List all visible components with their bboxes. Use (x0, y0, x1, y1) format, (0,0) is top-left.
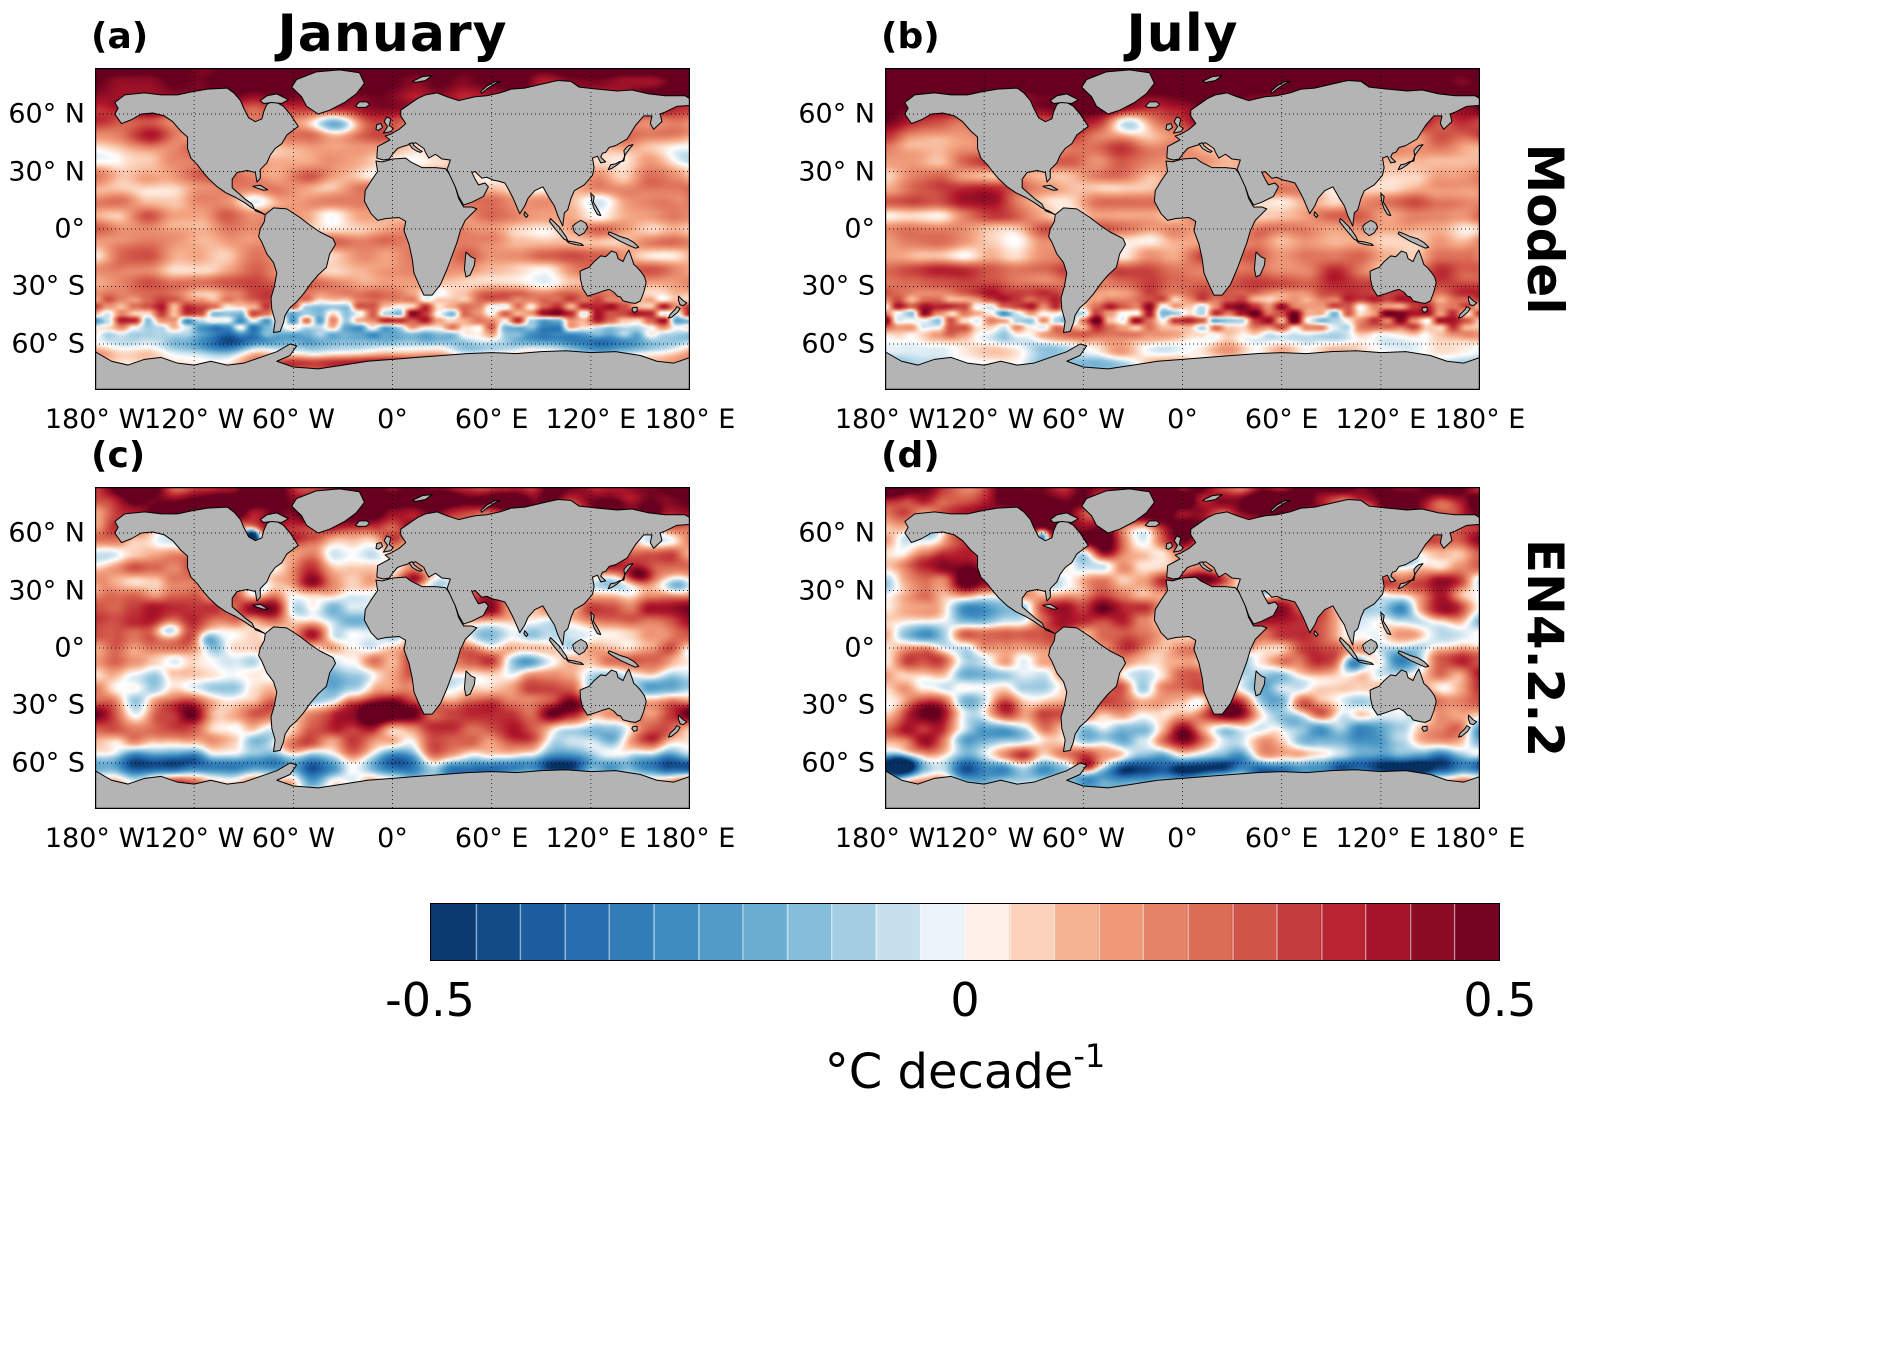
y-tick-label: 30° S (11, 270, 85, 302)
row-label-model: Model (1516, 143, 1574, 315)
world-map-overlay-d (885, 487, 1480, 809)
panel-letter-a: (a) (91, 16, 149, 57)
x-tick-label: 180° E (1434, 404, 1526, 435)
y-tick-label: 60° N (798, 517, 875, 549)
panel-letter-d: (d) (881, 435, 940, 476)
x-tick-label: 120° E (1335, 404, 1427, 435)
x-tick-label: 180° E (644, 404, 736, 435)
colorbar-unit-exponent: -1 (1073, 1037, 1106, 1075)
column-title-july: July (1126, 4, 1239, 64)
y-tick-label: 60° N (798, 98, 875, 130)
x-tick-label: 180° E (644, 823, 736, 854)
colorbar-tick-zero: 0 (950, 973, 980, 1027)
y-axis-b: 60° N 30° N 0° 30° S 60° S (755, 68, 885, 390)
y-tick-label: 30° N (798, 575, 875, 606)
colorbar-ticks: -0.5 0 0.5 (385, 973, 1536, 1033)
column-title-january: January (277, 4, 508, 64)
y-tick-label: 30° N (798, 156, 875, 187)
x-tick-label: 60° E (454, 823, 529, 854)
panel-letter-c: (c) (91, 435, 146, 476)
y-tick-label: 60° S (801, 328, 875, 360)
x-tick-label: 180° W (44, 823, 146, 854)
x-axis-b: 180° W 120° W 60° W 0° 60° E 120° E 180° E (835, 390, 1526, 442)
y-tick-label: 60° S (11, 328, 85, 360)
x-tick-label: 120° W (933, 823, 1035, 854)
colorbar-unit-label: °C decade-1 (824, 1037, 1105, 1100)
x-tick-label: 60° E (454, 404, 529, 435)
x-axis-c: 180° W 120° W 60° W 0° 60° E 120° E 180° E (45, 809, 736, 861)
y-tick-label: 30° S (801, 689, 875, 721)
world-map-overlay-c (95, 487, 690, 809)
y-tick-label: 60° N (8, 517, 85, 549)
colorbar-tick-min: -0.5 (385, 973, 475, 1027)
x-axis-d: 180° W 120° W 60° W 0° 60° E 120° E 180° E (835, 809, 1526, 861)
y-tick-label: 30° N (8, 156, 85, 187)
x-tick-label: 180° W (834, 404, 936, 435)
x-tick-label: 0° (1167, 823, 1198, 854)
y-tick-label: 30° S (801, 270, 875, 302)
y-tick-label: 0° (844, 632, 875, 664)
y-tick-label: 60° N (8, 98, 85, 130)
x-tick-label: 180° E (1434, 823, 1526, 854)
y-axis-a: 60° N 30° N 0° 30° S 60° S (0, 68, 95, 390)
row-label-en4: EN4.2.2 (1516, 538, 1574, 758)
y-tick-label: 30° S (11, 689, 85, 721)
x-tick-label: 60° W (1041, 823, 1125, 854)
x-tick-label: 180° W (834, 823, 936, 854)
y-tick-label: 60° S (11, 747, 85, 779)
x-tick-label: 120° W (143, 823, 245, 854)
x-tick-label: 120° W (933, 404, 1035, 435)
y-tick-label: 0° (54, 213, 85, 245)
x-tick-label: 120° E (545, 823, 637, 854)
x-tick-label: 120° W (143, 404, 245, 435)
y-tick-label: 0° (54, 632, 85, 664)
x-tick-label: 60° W (251, 823, 335, 854)
x-tick-label: 120° E (545, 404, 637, 435)
x-axis-a: 180° W 120° W 60° W 0° 60° E 120° E 180° E (45, 390, 736, 442)
x-tick-label: 0° (1167, 404, 1198, 435)
y-axis-d: 60° N 30° N 0° 30° S 60° S (755, 487, 885, 809)
y-tick-label: 60° S (801, 747, 875, 779)
panel-letter-b: (b) (881, 16, 940, 57)
x-tick-label: 0° (377, 823, 408, 854)
x-tick-label: 60° W (251, 404, 335, 435)
world-map-overlay-a (95, 68, 690, 390)
colorbar-tick-max: 0.5 (1463, 973, 1537, 1027)
x-tick-label: 60° W (1041, 404, 1125, 435)
y-axis-c: 60° N 30° N 0° 30° S 60° S (0, 487, 95, 809)
world-map-overlay-b (885, 68, 1480, 390)
colorbar: -0.5 0 0.5 °C decade-1 (385, 903, 1537, 1143)
x-tick-label: 120° E (1335, 823, 1427, 854)
y-tick-label: 0° (844, 213, 875, 245)
x-tick-label: 60° E (1244, 823, 1319, 854)
colorbar-unit-base: °C decade (824, 1044, 1074, 1100)
x-tick-label: 180° W (44, 404, 146, 435)
x-tick-label: 60° E (1244, 404, 1319, 435)
x-tick-label: 0° (377, 404, 408, 435)
y-tick-label: 30° N (8, 575, 85, 606)
colorbar-gradient (430, 903, 1500, 961)
